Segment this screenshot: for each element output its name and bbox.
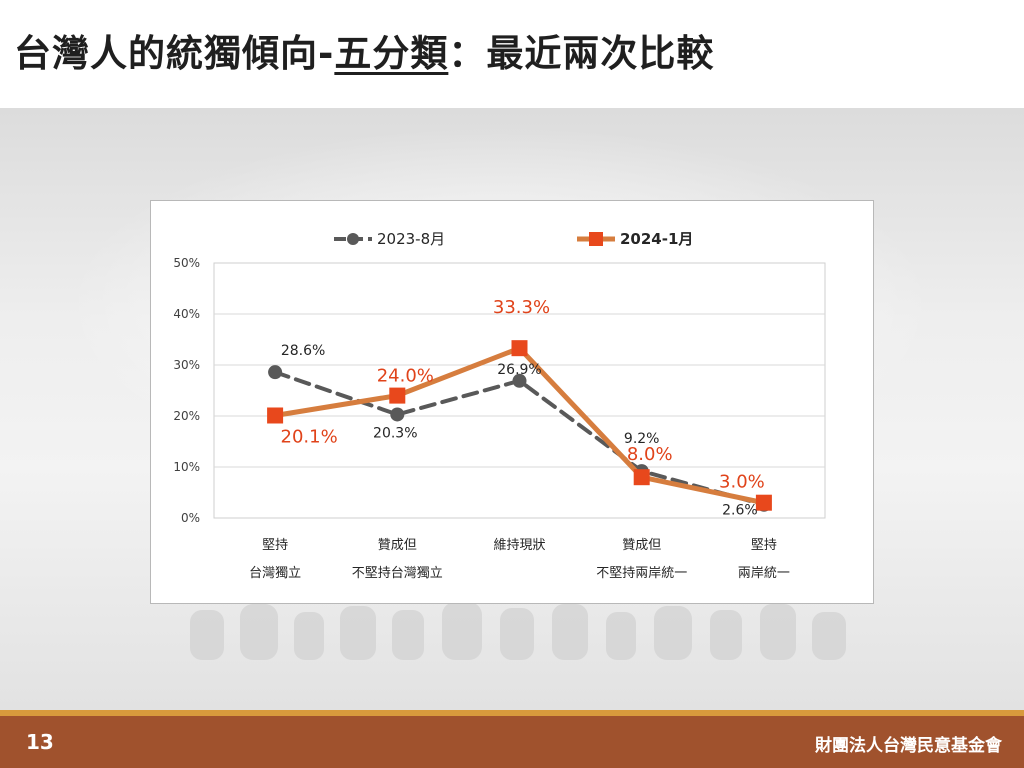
series-2024-point <box>389 387 406 404</box>
series-2023-data-label: 9.2% <box>624 431 660 447</box>
series-2023-point <box>390 407 405 422</box>
x-tick-label: 台灣獨立 <box>249 566 301 581</box>
x-tick-label: 贊成但 <box>378 538 417 553</box>
series-2023-data-label: 26.9% <box>497 362 541 378</box>
title-underlined: 五分類 <box>334 32 449 75</box>
series-2024-data-label: 24.0% <box>377 366 434 387</box>
series-2024-data-label: 33.3% <box>493 297 550 318</box>
series-2024-point <box>511 340 528 357</box>
legend-2023-label: 2023-8月 <box>377 230 445 248</box>
series-2024-data-label: 8.0% <box>627 444 673 465</box>
crowd-silhouette-decoration <box>190 602 846 660</box>
slide-title: 台灣人的統獨傾向-五分類：最近兩次比較 <box>14 24 714 84</box>
footer-bar <box>0 716 1024 768</box>
title-suffix: ：最近兩次比較 <box>448 32 715 75</box>
x-tick-label: 堅持 <box>751 538 777 553</box>
y-tick-label: 50% <box>173 256 200 270</box>
plot-area <box>213 262 826 519</box>
footer-accent-line <box>0 710 1024 716</box>
chart-card: 0% 10% 20% 30% 40% 50% 堅持台灣獨立 贊成但不堅持台灣獨立 維持現狀 贊成但… <box>150 200 874 604</box>
series-2023-data-label: 20.3% <box>373 425 417 441</box>
header-band <box>0 0 1024 108</box>
series-2024-data-label: 3.0% <box>719 472 765 493</box>
y-tick-label: 0% <box>181 511 200 525</box>
x-tick-label: 維持現狀 <box>493 538 545 553</box>
x-tick-label: 兩岸統一 <box>738 566 790 581</box>
organization-name: 財團法人台灣民意基金會 <box>815 736 1002 756</box>
legend-2024-label: 2024-1月 <box>620 230 693 248</box>
series-2024-point <box>267 407 284 424</box>
series-2023-data-label: 28.6% <box>281 343 325 359</box>
legend-2023-marker <box>347 233 359 245</box>
x-tick-label: 贊成但 <box>622 538 661 553</box>
y-tick-label: 20% <box>173 409 200 423</box>
x-tick-label: 堅持 <box>262 538 288 553</box>
x-tick-label: 不堅持兩岸統一 <box>596 566 687 581</box>
x-tick-label: 不堅持台灣獨立 <box>352 566 443 581</box>
series-2024-data-label: 20.1% <box>281 426 338 447</box>
y-tick-label: 10% <box>173 460 200 474</box>
y-tick-label: 40% <box>173 307 200 321</box>
title-prefix: 台灣人的統獨傾向- <box>14 32 335 75</box>
series-2023-point <box>512 373 527 388</box>
series-2023-data-label: 2.6% <box>722 503 758 519</box>
series-2024-point <box>755 494 772 511</box>
y-tick-label: 30% <box>173 358 200 372</box>
series-2023-point <box>268 365 283 380</box>
legend-2024-marker <box>589 232 603 246</box>
page-number: 13 <box>26 730 54 754</box>
series-2024-point <box>633 469 650 486</box>
